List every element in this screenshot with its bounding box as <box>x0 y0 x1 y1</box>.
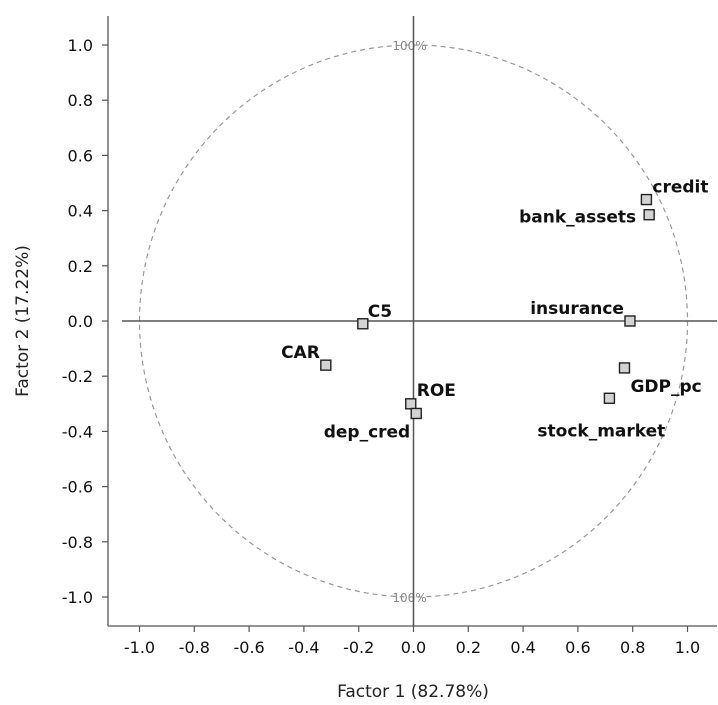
data-point-stock-market <box>603 392 616 404</box>
y-tick-label: 0.0 <box>68 312 93 331</box>
x-tick-label: -1.0 <box>124 638 155 657</box>
point-label-GDP-pc: GDP_pc <box>630 377 701 397</box>
x-tick-label: 0.6 <box>565 638 590 657</box>
x-tick-label: -0.2 <box>343 638 374 657</box>
x-tick-label: 0.8 <box>620 638 645 657</box>
point-label-credit: credit <box>652 178 708 198</box>
point-label-dep-cred: dep_cred <box>324 422 411 442</box>
data-point-CAR <box>320 359 332 371</box>
point-label-CAR: CAR <box>281 343 320 363</box>
data-point-ROE <box>405 398 417 410</box>
y-tick-label: -0.4 <box>62 422 93 441</box>
point-label-bank-assets: bank_assets <box>519 208 636 228</box>
data-point-insurance <box>624 315 636 327</box>
point-label-ROE: ROE <box>417 381 456 401</box>
zero-axes-group <box>122 16 717 626</box>
y-tick-label: 0.8 <box>68 91 93 110</box>
x-tick-label: 1.0 <box>675 638 700 657</box>
y-tick-label: -0.8 <box>62 533 93 552</box>
y-axis-title: Factor 2 (17.22%) <box>13 245 33 397</box>
data-point-dep-cred <box>410 407 422 420</box>
x-tick-label: -0.4 <box>288 638 319 657</box>
y-tick-label: -0.2 <box>62 367 93 386</box>
point-labels-group: credit bank_assets insurance GDP_pc stock_ma… <box>281 178 708 443</box>
y-tick-label: 0.4 <box>68 202 93 221</box>
y-tick-label: -0.6 <box>62 478 93 497</box>
x-axis-title: Factor 1 (82.78%) <box>337 682 489 702</box>
x-tick-label: -0.6 <box>233 638 264 657</box>
data-points-group <box>320 193 655 420</box>
x-tick-label: -0.8 <box>179 638 210 657</box>
y-tick-label: 1.0 <box>68 36 93 55</box>
point-label-C5: C5 <box>368 302 392 322</box>
y-tick-label: 0.2 <box>68 257 93 276</box>
data-point-bank-assets <box>643 209 655 221</box>
x-tick-label: 0.2 <box>456 638 481 657</box>
circle-bottom-label: 100% <box>392 591 426 605</box>
x-tick-label: 0.0 <box>401 638 426 657</box>
y-tick-label: 0.6 <box>68 146 93 165</box>
point-label-stock-market: stock_market <box>537 421 665 441</box>
data-point-GDP-pc <box>618 362 631 374</box>
y-axis-ticks: -1.0 -0.8 -0.6 -0.4 -0.2 0.0 0.2 0.4 0.6 0.8 1.0 <box>62 36 108 607</box>
x-axis-ticks: -1.0 -0.8 -0.6 -0.4 -0.2 0.0 0.2 0.4 0.6 0.8 1.0 <box>124 626 700 657</box>
y-tick-label: -1.0 <box>62 588 93 607</box>
x-tick-label: 0.4 <box>510 638 535 657</box>
data-point-C5 <box>357 318 369 330</box>
point-label-insurance: insurance <box>530 299 624 319</box>
data-point-credit <box>640 193 653 206</box>
circle-top-label: 100% <box>392 39 426 53</box>
